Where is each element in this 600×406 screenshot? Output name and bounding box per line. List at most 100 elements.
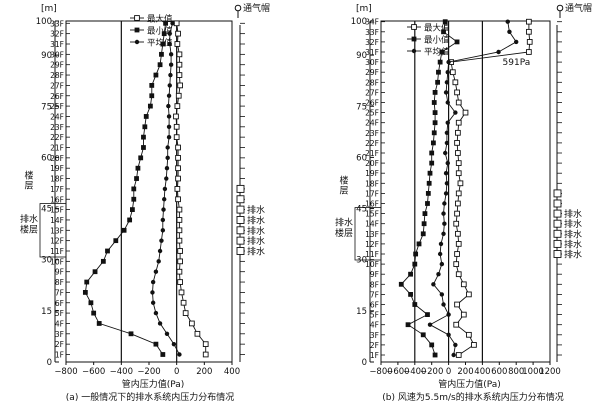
legend-marker	[134, 39, 140, 45]
x-tick-label: 600	[491, 367, 507, 377]
panel-caption: (a) 一般情况下的排水系统内压力分布情况	[66, 391, 234, 403]
data-point-max	[176, 61, 183, 68]
floor-label: 12F	[365, 240, 379, 249]
data-point-min	[149, 83, 155, 88]
legend-marker	[411, 36, 417, 42]
data-point-max	[177, 279, 183, 285]
data-point-min	[420, 332, 426, 338]
data-point-min	[159, 51, 164, 57]
data-point-max	[466, 291, 472, 298]
data-point-max	[452, 79, 459, 86]
data-point-avg	[168, 72, 173, 78]
data-point-min	[84, 279, 90, 285]
data-point-min	[130, 207, 135, 212]
y-tick-label: 30	[41, 256, 52, 266]
data-point-avg	[177, 352, 182, 357]
data-point-avg	[166, 114, 172, 119]
floor-label: 15F	[50, 206, 64, 215]
data-point-max	[173, 20, 180, 27]
data-point-avg	[171, 341, 177, 347]
y-tick-label: 45	[356, 205, 367, 215]
data-point-min	[147, 103, 153, 109]
floor-label: 19F	[365, 169, 379, 178]
drain-label: 排水	[247, 235, 265, 247]
data-point-avg	[445, 100, 450, 105]
data-point-avg	[166, 124, 172, 129]
floor-label: 6F	[55, 299, 64, 308]
floor-label: 5F	[370, 311, 379, 320]
y-tick-label: 90	[356, 51, 367, 61]
drain-marker	[236, 226, 245, 235]
data-point-avg	[446, 332, 451, 337]
data-point-avg	[150, 279, 156, 285]
floor-label: 33F	[365, 28, 379, 37]
floor-label: 10F	[365, 260, 379, 269]
data-point-avg	[153, 269, 159, 274]
data-point-avg	[443, 191, 449, 196]
data-point-min	[88, 300, 94, 306]
floor-label: 8F	[55, 278, 64, 287]
floor-label: 10F	[50, 257, 64, 266]
data-point-avg	[441, 231, 446, 236]
data-point-avg	[431, 282, 436, 287]
height-unit: [m]	[41, 4, 57, 14]
x-tick-label: −400	[403, 367, 426, 377]
data-point-avg	[162, 197, 167, 202]
data-point-avg	[150, 290, 155, 295]
series-line-2	[400, 21, 458, 356]
data-point-min	[141, 134, 146, 140]
drain-marker	[553, 189, 562, 198]
data-point-min	[432, 120, 438, 126]
legend-marker	[411, 24, 417, 30]
data-point-max	[455, 190, 462, 197]
legend-label: 最小值	[147, 26, 173, 37]
data-point-min	[437, 59, 443, 65]
data-point-min	[96, 321, 102, 326]
drain-marker	[236, 215, 245, 224]
data-point-avg	[157, 248, 163, 254]
x-tick-label: −800	[369, 367, 392, 377]
data-point-avg	[446, 59, 451, 65]
data-point-max	[174, 41, 181, 47]
drain-label: 排水	[247, 225, 265, 237]
vent-label: 通气帽	[243, 2, 270, 14]
drain-marker	[553, 199, 562, 208]
floor-label: 27F	[365, 88, 379, 97]
y-tick-label: 75	[41, 102, 52, 112]
floor-label: 13F	[50, 226, 64, 235]
data-point-max	[175, 30, 181, 37]
drain-label: 排水	[564, 218, 582, 230]
floor-label: 4F	[55, 319, 64, 328]
data-point-min	[153, 72, 159, 78]
x-tick-label: −800	[54, 367, 77, 377]
floor-label: 16F	[50, 195, 64, 204]
data-point-avg	[445, 120, 450, 125]
drain-label: 排水	[247, 214, 265, 226]
floor-label: 31F	[50, 40, 64, 49]
data-point-avg	[166, 103, 171, 109]
data-point-avg	[157, 321, 163, 326]
drain-floor-box	[354, 207, 382, 261]
floor-label: 30F	[365, 58, 379, 67]
series-line-3	[429, 21, 517, 356]
y-tick-label: 100	[351, 17, 367, 27]
data-point-avg	[168, 52, 174, 57]
floor-label: 32F	[365, 38, 379, 47]
data-point-avg	[453, 110, 458, 115]
data-point-min	[429, 160, 435, 166]
drain-marker	[236, 247, 245, 255]
data-point-max	[176, 227, 183, 234]
data-point-max	[176, 237, 183, 244]
data-point-min	[436, 69, 441, 75]
data-point-max	[460, 311, 467, 318]
data-point-min	[420, 231, 426, 237]
data-point-avg	[438, 241, 444, 247]
floor-label: 7F	[55, 288, 64, 297]
data-point-avg	[165, 155, 170, 161]
floor-label: 32F	[50, 30, 64, 39]
data-point-avg	[167, 31, 172, 36]
y-tick-label: 60	[41, 153, 52, 163]
x-tick-label: 400	[474, 367, 490, 377]
data-point-max	[173, 123, 180, 130]
data-point-min	[422, 211, 428, 216]
